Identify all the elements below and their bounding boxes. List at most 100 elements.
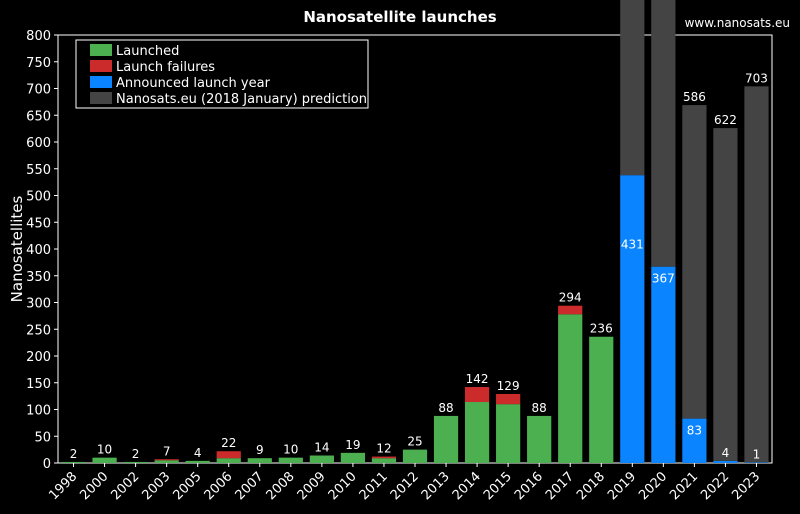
x-tick-label-2014: 2014 bbox=[450, 469, 484, 503]
total-label-2007: 9 bbox=[256, 443, 264, 457]
bar-launched-2006 bbox=[216, 458, 241, 463]
bar-nanosats-eu-2018-january-prediction-2022 bbox=[713, 128, 738, 461]
bar-launched-2002 bbox=[123, 461, 148, 463]
bar-launched-2012 bbox=[402, 449, 428, 463]
x-tick-label-2018: 2018 bbox=[574, 469, 608, 503]
total-label-2021: 586 bbox=[683, 90, 706, 104]
legend-label-1: Launch failures bbox=[116, 60, 215, 75]
legend-label-2: Announced launch year bbox=[116, 76, 271, 91]
x-tick-label-2008: 2008 bbox=[264, 469, 298, 503]
x-tick-label-2020: 2020 bbox=[636, 469, 670, 503]
inner-label-2023: 1 bbox=[753, 447, 761, 461]
y-tick-label: 100 bbox=[26, 404, 51, 419]
x-tick-label-2002: 2002 bbox=[108, 469, 142, 503]
x-tick-label-2010: 2010 bbox=[326, 469, 360, 503]
bar-nanosats-eu-2018-january-prediction-2019 bbox=[620, 0, 645, 176]
bar-announced-launch-year-2020 bbox=[651, 266, 676, 463]
total-label-2005: 4 bbox=[194, 446, 202, 460]
y-tick-label: 450 bbox=[26, 216, 51, 231]
x-tick-label-2013: 2013 bbox=[419, 469, 453, 503]
y-tick-label: 500 bbox=[26, 190, 51, 205]
x-tick-label-2000: 2000 bbox=[77, 469, 111, 503]
legend-label-3: Nanosats.eu (2018 January) prediction bbox=[116, 92, 367, 107]
legend-swatch-3 bbox=[90, 92, 112, 104]
bar-launched-2015 bbox=[496, 404, 521, 463]
x-tick-label-2019: 2019 bbox=[605, 469, 639, 503]
bar-nanosats-eu-2018-january-prediction-2021 bbox=[682, 105, 707, 419]
bar-launched-2009 bbox=[309, 455, 334, 463]
source-label: www.nanosats.eu bbox=[684, 16, 790, 30]
bar-launched-1998 bbox=[61, 461, 86, 463]
total-label-1998: 2 bbox=[70, 447, 78, 461]
bar-launch-failures-2015 bbox=[496, 393, 521, 405]
bar-launched-2013 bbox=[433, 415, 459, 463]
bar-launched-2008 bbox=[278, 457, 303, 463]
total-label-2010: 19 bbox=[345, 438, 360, 452]
x-tick-label-1998: 1998 bbox=[46, 469, 80, 503]
bar-launched-2005 bbox=[185, 460, 210, 463]
total-label-2008: 10 bbox=[283, 443, 298, 457]
x-tick-label-2011: 2011 bbox=[357, 469, 391, 503]
total-label-2009: 14 bbox=[314, 441, 329, 455]
inner-label-2020: 367 bbox=[652, 272, 675, 286]
y-tick-label: 550 bbox=[26, 163, 51, 178]
legend-box bbox=[75, 39, 369, 109]
total-label-2002: 2 bbox=[132, 447, 140, 461]
y-tick-label: 700 bbox=[26, 83, 51, 98]
bar-launched-2010 bbox=[340, 452, 366, 463]
bar-launch-failures-2003 bbox=[154, 459, 179, 461]
inner-label-2021: 83 bbox=[687, 424, 702, 438]
inner-label-2022: 4 bbox=[722, 446, 730, 460]
total-label-2023: 703 bbox=[745, 71, 768, 85]
total-label-2017: 294 bbox=[559, 291, 582, 305]
x-tick-label-2017: 2017 bbox=[543, 469, 577, 503]
bar-launched-2016 bbox=[527, 415, 552, 463]
bar-launch-failures-2014 bbox=[464, 387, 490, 403]
total-label-2003: 7 bbox=[163, 444, 171, 458]
bar-nanosats-eu-2018-january-prediction-2020 bbox=[651, 0, 676, 267]
legend-swatch-0 bbox=[90, 44, 112, 56]
bar-announced-launch-year-2021 bbox=[682, 418, 707, 463]
bar-announced-launch-year-2023 bbox=[744, 462, 769, 463]
legend-swatch-2 bbox=[90, 76, 112, 88]
y-tick-label: 600 bbox=[26, 136, 51, 151]
chart-title: Nanosatellite launches bbox=[303, 8, 497, 26]
total-label-2018: 236 bbox=[590, 322, 613, 336]
legend-swatch-1 bbox=[90, 60, 112, 72]
y-tick-label: 150 bbox=[26, 377, 51, 392]
bar-launched-2017 bbox=[558, 314, 583, 463]
y-tick-label: 400 bbox=[26, 243, 51, 258]
total-label-2012: 25 bbox=[407, 435, 422, 449]
bar-launched-2011 bbox=[371, 458, 397, 463]
inner-label-2019: 431 bbox=[621, 237, 644, 251]
total-label-2006: 22 bbox=[221, 436, 236, 450]
y-tick-label: 300 bbox=[26, 297, 51, 312]
x-tick-label-2021: 2021 bbox=[667, 469, 701, 503]
bar-launch-failures-2006 bbox=[216, 451, 241, 459]
y-tick-label: 750 bbox=[26, 56, 51, 71]
y-tick-label: 200 bbox=[26, 350, 51, 365]
total-label-2000: 10 bbox=[97, 443, 112, 457]
bar-announced-launch-year-2019 bbox=[620, 175, 645, 464]
x-tick-label-2022: 2022 bbox=[698, 469, 732, 503]
y-tick-label: 800 bbox=[26, 29, 51, 44]
bar-announced-launch-year-2022 bbox=[713, 460, 738, 463]
bar-launched-2003 bbox=[154, 460, 179, 463]
bar-launched-2014 bbox=[464, 402, 490, 463]
bar-launched-2000 bbox=[92, 457, 117, 463]
bar-launched-2018 bbox=[589, 336, 614, 463]
x-tick-label-2006: 2006 bbox=[202, 469, 236, 503]
bar-launch-failures-2011 bbox=[371, 456, 397, 459]
y-tick-label: 650 bbox=[26, 109, 51, 124]
total-label-2013: 88 bbox=[438, 401, 453, 415]
total-label-2015: 129 bbox=[497, 379, 520, 393]
total-label-2016: 88 bbox=[532, 401, 547, 415]
total-label-2014: 142 bbox=[466, 372, 489, 386]
y-axis-title: Nanosatellites bbox=[8, 195, 26, 302]
x-tick-label-2005: 2005 bbox=[171, 469, 205, 503]
x-tick-label-2009: 2009 bbox=[295, 469, 329, 503]
x-tick-label-2016: 2016 bbox=[512, 469, 546, 503]
y-tick-label: 50 bbox=[34, 430, 51, 445]
y-tick-label: 250 bbox=[26, 323, 51, 338]
